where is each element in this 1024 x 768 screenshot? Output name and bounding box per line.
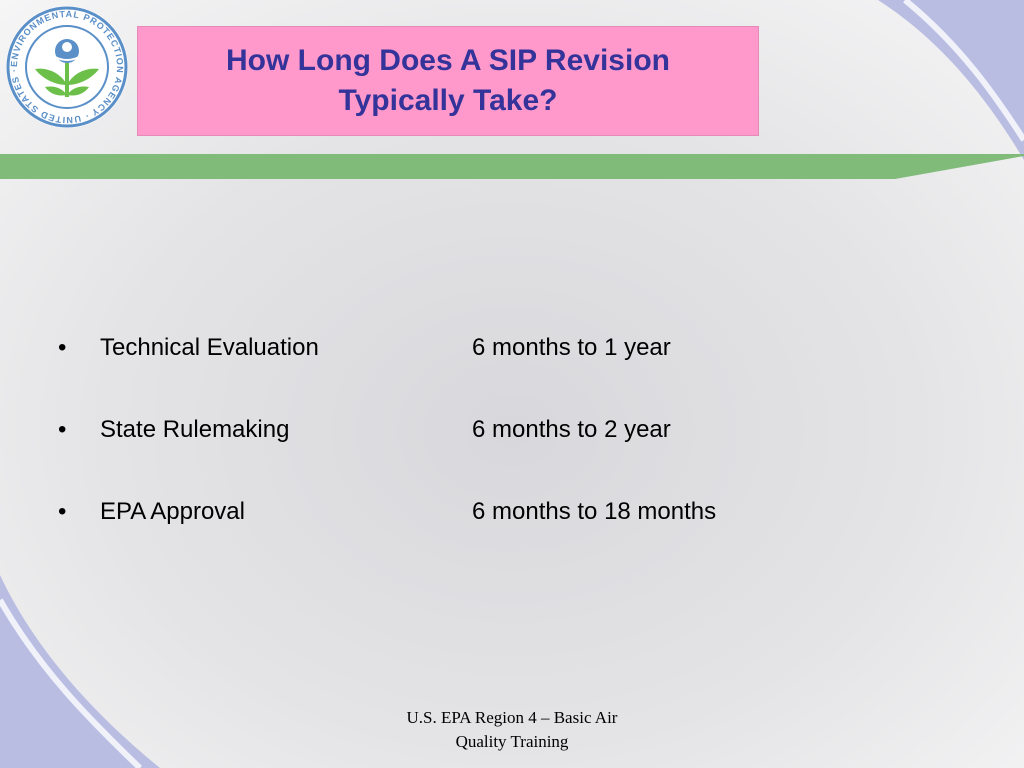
bullet-label: State Rulemaking xyxy=(100,416,290,443)
list-item: • Technical Evaluation 6 months to 1 yea… xyxy=(58,330,818,412)
bottom-left-lavender-swoosh xyxy=(0,575,160,768)
slide-footer: U.S. EPA Region 4 – Basic Air Quality Tr… xyxy=(406,708,618,751)
epa-seal-icon: ENVIRONMENTAL PROTECTION AGENCY · UNITED… xyxy=(6,6,128,128)
bullet-duration: 6 months to 18 months xyxy=(472,498,717,525)
slide-title: How Long Does A SIP Revision Typically T… xyxy=(226,44,670,117)
title-box: How Long Does A SIP Revision Typically T… xyxy=(137,26,759,136)
bullet-marker: • xyxy=(58,416,67,443)
green-band xyxy=(0,154,1024,179)
bullet-marker: • xyxy=(58,498,67,525)
bullet-label: EPA Approval xyxy=(100,498,245,525)
bullet-duration: 6 months to 2 year xyxy=(472,416,671,443)
list-item: • State Rulemaking 6 months to 2 year xyxy=(58,412,818,494)
top-right-lavender-swoosh xyxy=(878,0,1024,160)
bullet-list: • Technical Evaluation 6 months to 1 yea… xyxy=(58,330,818,576)
list-item: • EPA Approval 6 months to 18 months xyxy=(58,494,818,576)
bullet-duration: 6 months to 1 year xyxy=(472,334,671,361)
bullet-label: Technical Evaluation xyxy=(100,334,319,361)
bullet-marker: • xyxy=(58,334,67,361)
